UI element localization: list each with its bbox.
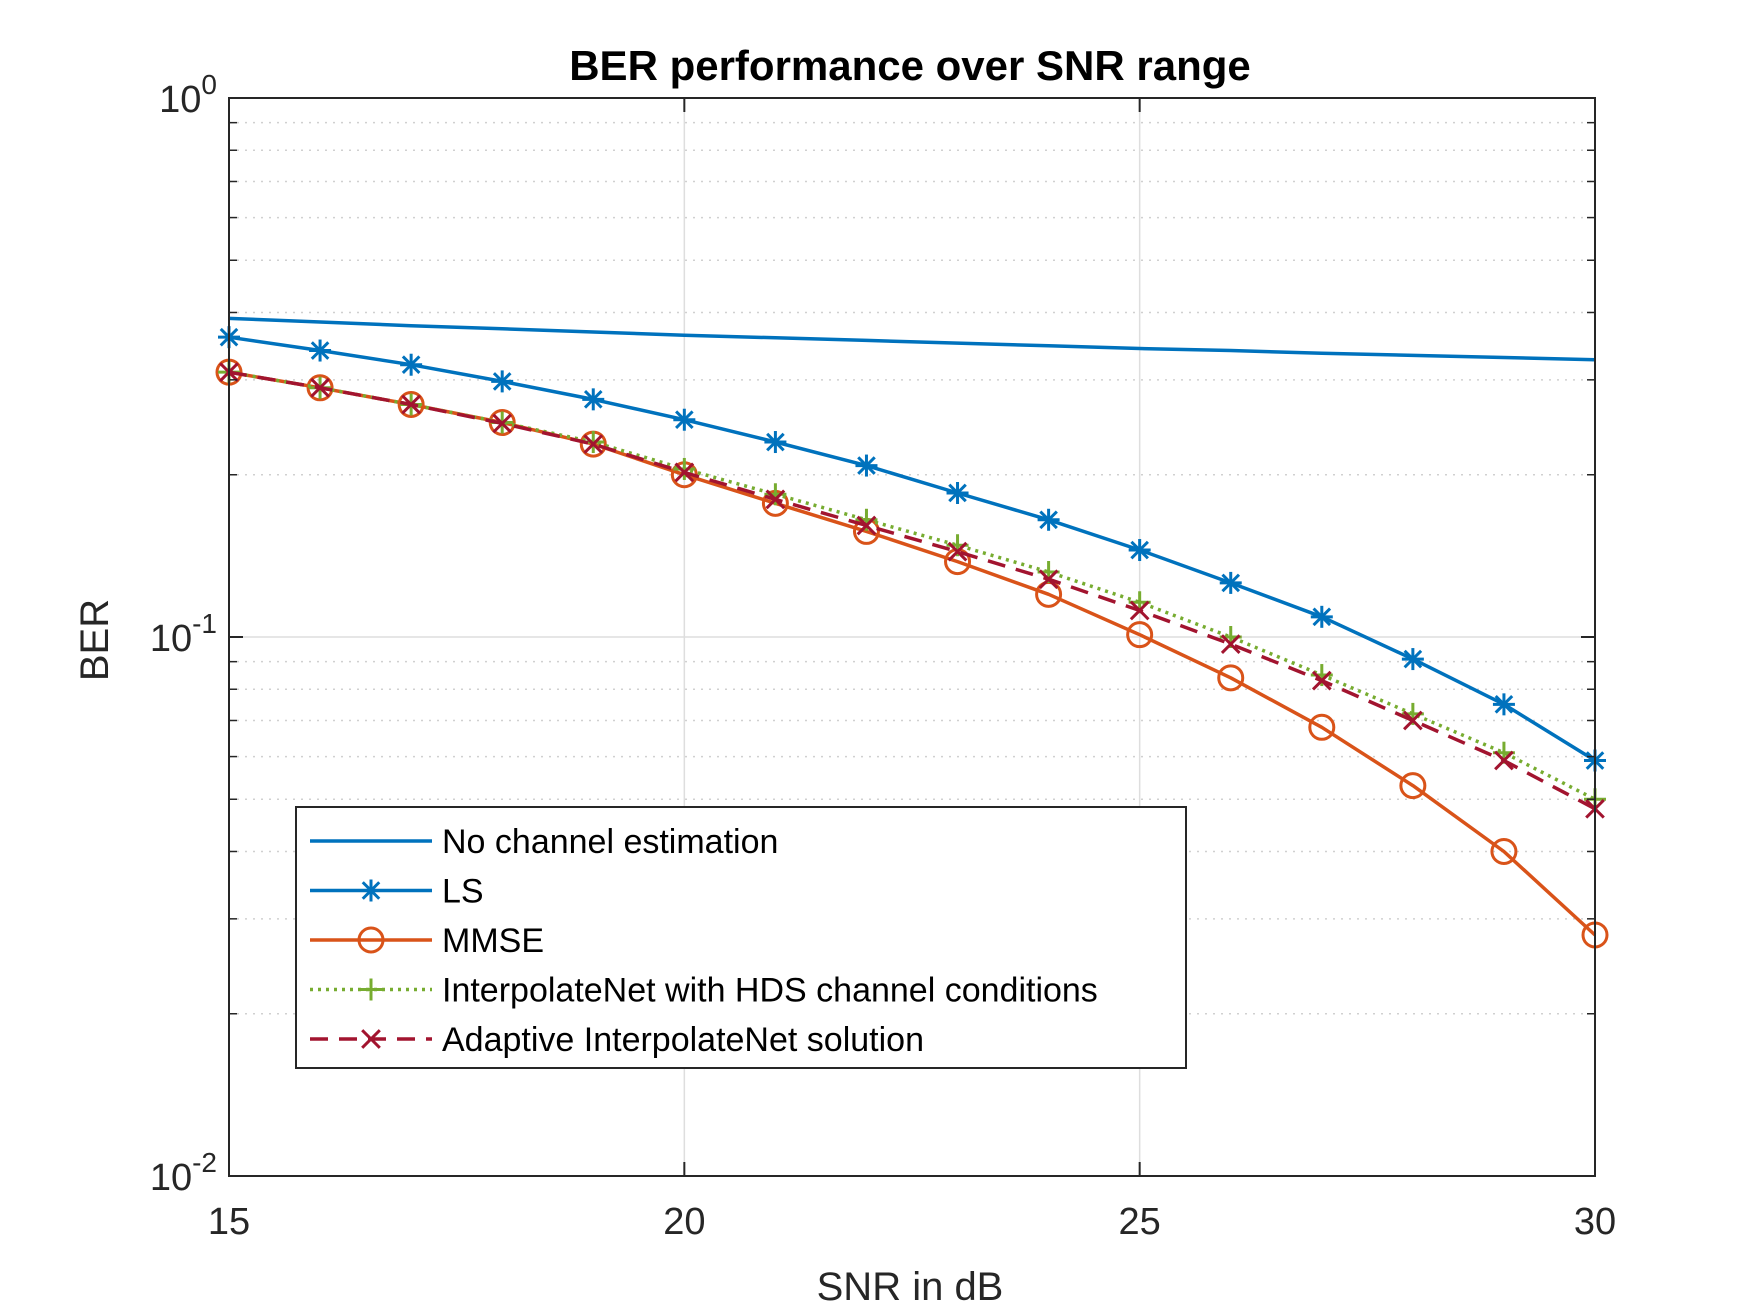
data-point	[855, 454, 878, 477]
data-point	[1494, 750, 1514, 771]
data-point	[1126, 621, 1154, 649]
data-point	[1403, 710, 1423, 731]
legend-marker	[357, 926, 385, 954]
data-point	[947, 541, 968, 562]
series-line	[228, 316, 1596, 362]
data-point	[1308, 713, 1336, 741]
data-point	[1490, 837, 1518, 865]
x-tick-label: 30	[1574, 1201, 1616, 1243]
legend-label: MMSE	[442, 922, 544, 960]
data-point	[764, 483, 787, 506]
data-point	[1219, 571, 1242, 594]
data-point	[583, 434, 604, 454]
data-point	[309, 339, 332, 362]
data-point	[1310, 605, 1333, 628]
y-tick-label: 10-1	[150, 608, 217, 660]
legend-label: LS	[442, 873, 484, 911]
y-axis-label: BER	[73, 599, 117, 681]
data-point	[491, 370, 514, 393]
data-point	[673, 457, 696, 480]
series-line	[228, 335, 1596, 762]
y-tick-label: 100	[159, 69, 217, 121]
axes: 15 20 25 30 100 10-1 10-2	[150, 69, 1616, 1243]
data-point	[673, 408, 696, 431]
data-point	[764, 431, 787, 454]
legend-entry-1: LS	[310, 873, 484, 911]
data-point	[397, 390, 425, 418]
legend-marker	[360, 978, 382, 1001]
series-line	[228, 370, 1596, 801]
legend-marker	[360, 879, 382, 902]
x-axis-label: SNR in dB	[817, 1265, 1004, 1309]
data-point	[765, 489, 786, 510]
series-line	[228, 370, 1596, 811]
legend-label: No channel estimation	[442, 823, 778, 861]
data-point	[1037, 508, 1060, 531]
series-1	[218, 326, 1606, 772]
data-point	[1492, 693, 1515, 716]
data-point	[492, 413, 513, 434]
legend-entry-2: MMSE	[310, 922, 544, 960]
data-point	[856, 515, 877, 536]
x-tick-label: 25	[1119, 1201, 1161, 1243]
series-line	[228, 370, 1597, 937]
data-point	[1217, 664, 1245, 692]
data-point	[1220, 634, 1241, 654]
legend-entry-0: No channel estimation	[310, 823, 778, 861]
y-tick-label: 10-2	[150, 1147, 217, 1199]
data-point	[946, 481, 969, 504]
data-point	[1128, 539, 1151, 562]
x-tick-label: 15	[208, 1201, 250, 1243]
series-layer	[215, 316, 1609, 949]
data-point	[582, 388, 605, 411]
data-point	[310, 377, 330, 398]
legend-label: Adaptive InterpolateNet solution	[442, 1021, 924, 1059]
data-point	[400, 353, 423, 376]
legend-label: InterpolateNet with HDS channel conditio…	[442, 972, 1098, 1010]
series-4	[219, 362, 1605, 819]
series-0	[228, 316, 1596, 362]
data-point	[1311, 670, 1332, 691]
x-tick-label: 20	[663, 1201, 705, 1243]
legend-entry-3: InterpolateNet with HDS channel conditio…	[310, 972, 1098, 1010]
data-point	[1129, 600, 1150, 621]
data-point	[1399, 772, 1427, 800]
legend-marker	[361, 1029, 381, 1049]
data-point	[674, 462, 695, 483]
legend-box	[295, 806, 1187, 1069]
data-point	[1401, 648, 1424, 671]
legend-entry-4: Adaptive InterpolateNet solution	[310, 1021, 924, 1059]
chart-title: BER performance over SNR range	[569, 42, 1251, 89]
data-point	[1038, 569, 1059, 590]
data-point	[306, 374, 334, 402]
data-point	[401, 394, 421, 415]
legend: No channel estimation LS MMSE InterpolateNe…	[295, 806, 1187, 1069]
